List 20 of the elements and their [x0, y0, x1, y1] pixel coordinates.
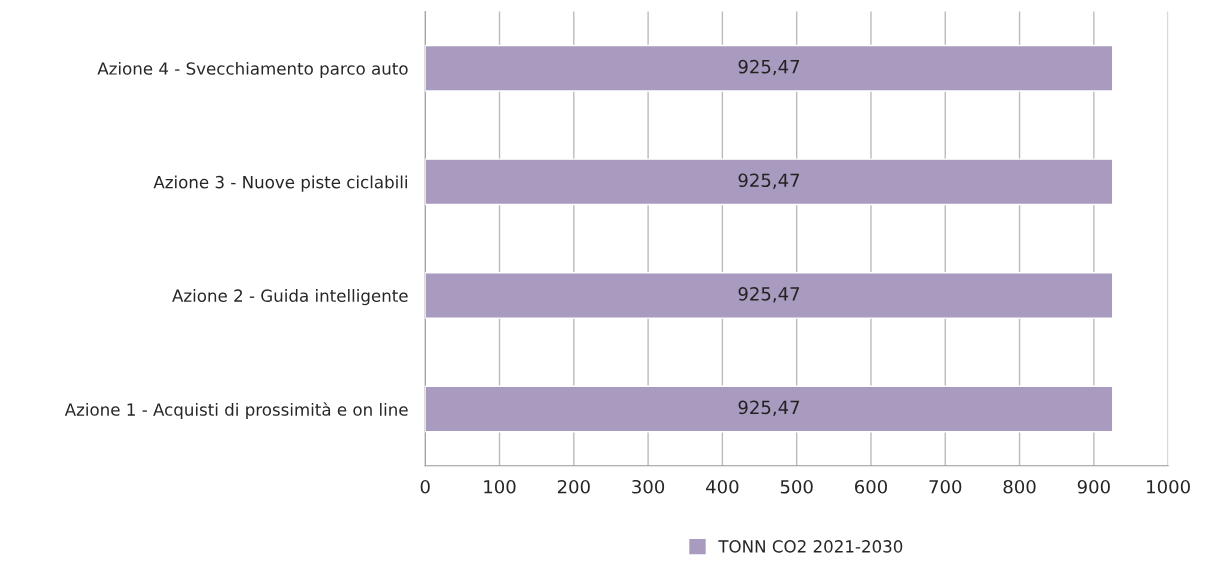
- data-label: 925,47: [738, 173, 800, 189]
- x-tick-label: 400: [706, 479, 739, 494]
- legend-label: TONN CO2 2021-2030: [718, 540, 903, 553]
- x-tick-label: 600: [855, 479, 887, 494]
- y-tick-label: Azione 3 - Nuove piste ciclabili: [153, 175, 407, 192]
- data-label: 925,47: [738, 286, 800, 303]
- data-label: 925,47: [738, 400, 800, 417]
- x-tick-label: 0: [420, 479, 430, 494]
- y-tick-label: Azione 2 - Guida intelligente: [172, 289, 408, 306]
- x-tick-label: 700: [929, 479, 962, 494]
- x-tick-label: 100: [484, 479, 516, 494]
- x-tick-label: 1000: [1147, 479, 1190, 494]
- x-tick-label: 800: [1003, 479, 1036, 494]
- x-tick-label: 900: [1077, 479, 1110, 494]
- x-tick-label: 300: [632, 479, 665, 494]
- x-tick-label: 500: [780, 479, 813, 494]
- x-tick-label: 200: [557, 479, 590, 494]
- data-label: 925,47: [738, 59, 800, 76]
- y-tick-label: Azione 4 - Svecchiamento parco auto: [97, 61, 408, 79]
- y-tick-label: Azione 1 - Acquisti di prossimità e on line: [64, 402, 408, 420]
